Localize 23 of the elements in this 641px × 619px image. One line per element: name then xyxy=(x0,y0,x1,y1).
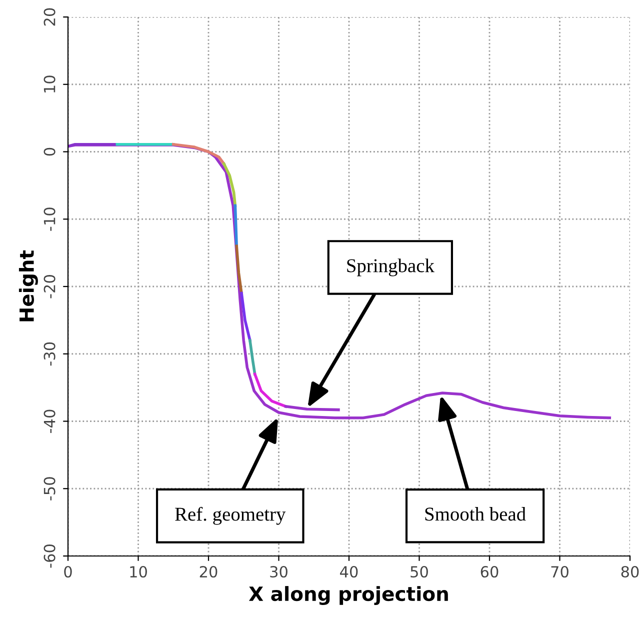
y-tick-label: 10 xyxy=(44,76,56,92)
y-tick-label: -10 xyxy=(44,208,56,231)
x-tick-label: 60 xyxy=(480,566,498,578)
annotation: Ref. geometry xyxy=(175,506,286,525)
y-tick-label: -20 xyxy=(44,275,56,298)
x-tick-label: 80 xyxy=(621,566,639,578)
x-tick-label: 0 xyxy=(64,566,72,578)
y-tick-label: -50 xyxy=(44,477,56,500)
y-tick-label: -40 xyxy=(44,410,56,433)
y-tick-label: 0 xyxy=(44,148,56,156)
annotation: Springback xyxy=(347,258,434,276)
x-tick-label: 20 xyxy=(200,566,218,578)
x-tick-label: 70 xyxy=(551,566,568,578)
x-tick-label: 10 xyxy=(130,566,147,578)
y-axis-title: Height xyxy=(18,250,38,322)
x-tick-label: 50 xyxy=(410,566,428,578)
y-tick-label: -30 xyxy=(44,342,56,366)
x-axis-title: X along projection xyxy=(248,586,448,606)
x-tick-label: 30 xyxy=(270,566,288,578)
annotation: Smooth bead xyxy=(425,507,526,521)
y-tick-label: 20 xyxy=(44,8,56,26)
x-tick-label: 40 xyxy=(340,566,358,578)
y-tick-label: -60 xyxy=(44,544,56,568)
